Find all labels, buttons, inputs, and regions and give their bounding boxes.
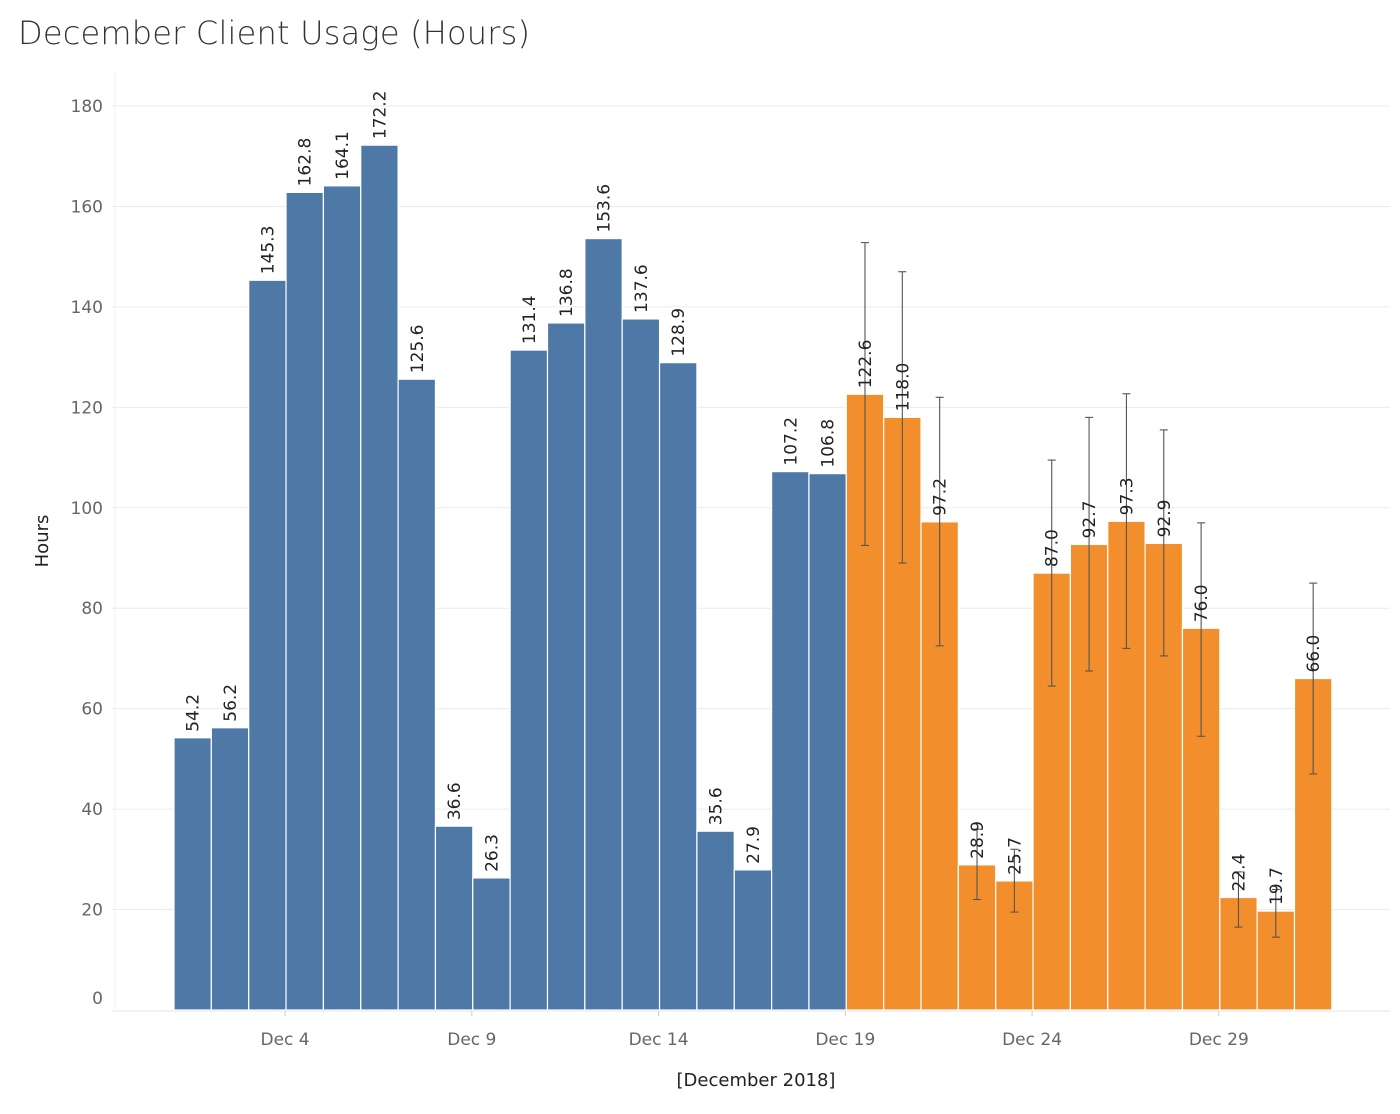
actual-bar-dec-4	[285, 191, 324, 1011]
error-bar-dec-24	[1047, 459, 1056, 687]
y-tick-label-140: 140	[71, 298, 103, 318]
x-tick-label-dec-9: Dec 9	[447, 1030, 496, 1050]
data-label-dec-19: 122.6	[856, 340, 876, 389]
data-label-dec-27: 92.9	[1155, 500, 1175, 538]
error-bar-dec-25	[1085, 416, 1094, 672]
data-label-dec-15: 35.6	[707, 787, 727, 825]
actual-bar-dec-3	[248, 279, 287, 1011]
data-label-dec-30: 19.7	[1267, 867, 1287, 905]
data-label-dec-16: 27.9	[744, 826, 764, 864]
data-label-dec-21: 97.2	[931, 478, 951, 516]
actual-bar-dec-17	[770, 471, 810, 1011]
data-label-dec-25: 92.7	[1080, 501, 1100, 539]
data-label-dec-4: 162.8	[296, 138, 316, 187]
error-bar-dec-22	[973, 828, 982, 901]
actual-bar-dec-8	[434, 825, 474, 1011]
x-tick-label-dec-29: Dec 29	[1189, 1030, 1249, 1050]
y-tick-label-20: 20	[81, 901, 103, 921]
error-bar-dec-29	[1234, 871, 1243, 928]
data-label-dec-10: 131.4	[520, 295, 540, 344]
actual-bar-dec-12	[584, 237, 623, 1011]
x-tick-label-dec-24: Dec 24	[1002, 1030, 1062, 1050]
data-label-dec-5: 164.1	[333, 131, 353, 180]
actual-bar-dec-10	[509, 349, 549, 1011]
actual-bar-dec-14	[658, 362, 698, 1011]
actual-bar-dec-6	[360, 144, 399, 1011]
data-label-dec-11: 136.8	[557, 268, 577, 317]
error-bar-dec-23	[1010, 848, 1019, 913]
x-axis-title: [December 2018]	[677, 1070, 836, 1091]
y-tick-label-120: 120	[71, 398, 103, 418]
error-bars	[860, 242, 1318, 938]
bars	[173, 144, 1333, 1011]
y-tick-label-40: 40	[81, 800, 103, 820]
actual-bar-dec-11	[546, 322, 586, 1011]
data-label-dec-24: 87.0	[1043, 529, 1063, 567]
actual-bar-dec-1	[173, 737, 212, 1011]
data-label-dec-20: 118.0	[893, 363, 913, 412]
data-label-dec-9: 26.3	[482, 834, 502, 872]
actual-bar-dec-5	[322, 185, 362, 1011]
y-axis-ticks: 0 20 40 60 80 100 120 140 160 180	[71, 97, 103, 1009]
data-label-dec-22: 28.9	[968, 821, 988, 859]
y-tick-label-60: 60	[81, 700, 103, 720]
x-tick-label-dec-19: Dec 19	[815, 1030, 875, 1050]
actual-bar-dec-9	[472, 877, 511, 1011]
data-label-dec-18: 106.8	[819, 419, 839, 468]
data-label-dec-13: 137.6	[632, 264, 652, 313]
actual-bar-dec-7	[397, 378, 437, 1011]
y-tick-label-0: 0	[92, 989, 103, 1009]
data-label-dec-2: 56.2	[221, 684, 241, 722]
data-label-dec-17: 107.2	[781, 417, 801, 466]
data-labels: 54.2 56.2 145.3 162.8 164.1 172.2 125.6 36.6 26.…	[184, 91, 1325, 906]
data-label-dec-23: 25.7	[1005, 837, 1025, 875]
y-tick-label-160: 160	[71, 197, 103, 217]
data-label-dec-1: 54.2	[184, 694, 204, 732]
actual-bar-dec-15	[696, 830, 735, 1011]
error-bar-dec-20	[898, 271, 907, 564]
data-label-dec-26: 97.3	[1117, 477, 1137, 515]
y-tick-label-100: 100	[71, 499, 103, 519]
actual-bar-dec-18	[808, 473, 847, 1011]
error-bar-dec-27	[1159, 429, 1168, 657]
actual-bar-dec-13	[621, 318, 661, 1011]
actual-bar-dec-16	[733, 869, 773, 1011]
x-tick-label-dec-14: Dec 14	[629, 1030, 689, 1050]
chart-title: December Client Usage (Hours)	[18, 14, 531, 52]
data-label-dec-29: 22.4	[1229, 854, 1249, 892]
data-label-dec-8: 36.6	[445, 782, 465, 820]
data-label-dec-3: 145.3	[258, 226, 278, 275]
y-tick-label-180: 180	[71, 97, 103, 117]
x-axis-ticks: Dec 4 Dec 9 Dec 14 Dec 19 Dec 24 Dec 29	[260, 1011, 1249, 1050]
data-label-dec-6: 172.2	[370, 91, 390, 140]
error-bar-dec-19	[860, 242, 869, 546]
error-bar-dec-30	[1271, 888, 1280, 938]
error-bar-dec-31	[1309, 582, 1318, 775]
data-label-dec-31: 66.0	[1304, 635, 1324, 673]
error-bar-dec-21	[935, 396, 944, 647]
error-bar-dec-28	[1197, 522, 1206, 737]
data-label-dec-14: 128.9	[669, 308, 689, 357]
x-tick-label-dec-4: Dec 4	[260, 1030, 309, 1050]
data-label-dec-28: 76.0	[1192, 584, 1212, 622]
data-label-dec-7: 125.6	[408, 325, 428, 374]
y-tick-label-80: 80	[81, 599, 103, 619]
actual-bar-dec-2	[210, 727, 250, 1011]
error-bar-dec-26	[1122, 393, 1131, 649]
y-axis-title: Hours	[32, 515, 53, 568]
data-label-dec-12: 153.6	[595, 184, 615, 233]
